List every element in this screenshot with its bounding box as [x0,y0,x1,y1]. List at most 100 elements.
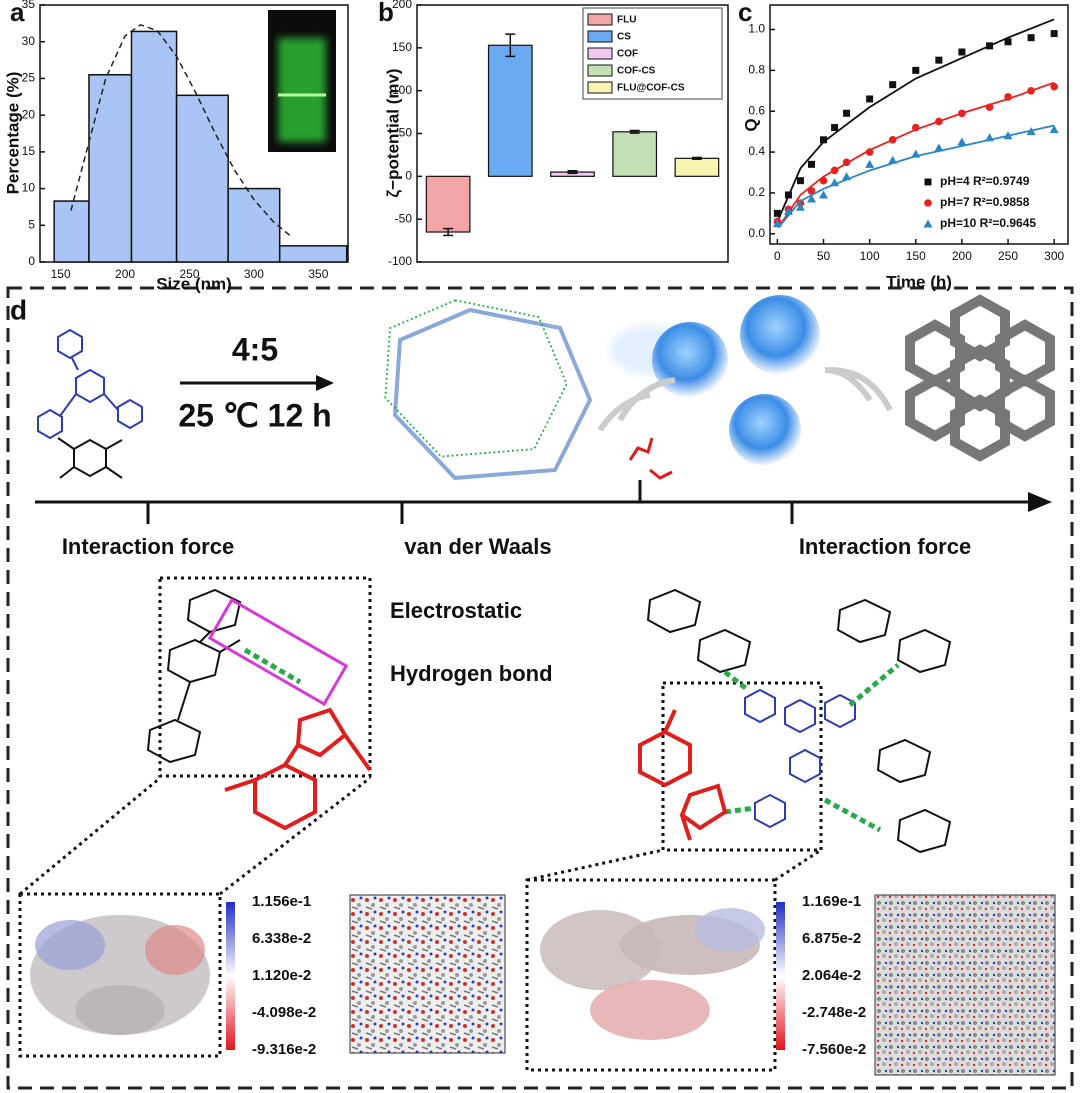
x-tick-label: 100 [860,249,880,263]
monomer-amine [37,328,143,440]
point [865,148,874,156]
bar [227,187,281,263]
flu-molecule [638,709,728,841]
bar [130,30,178,263]
y-tick-label: 1.0 [748,22,765,36]
bar [53,200,90,263]
y-tick-label: 30 [22,34,36,48]
bar [487,44,533,177]
point [820,136,828,144]
point [957,137,967,146]
point [1003,131,1013,140]
chitosan [646,588,952,854]
y-tick-label: 150 [392,40,412,54]
hbond [243,647,302,685]
y-tick-label: 20 [22,107,36,121]
point [842,172,852,181]
colorbar-label: -4.098e-2 [252,1004,316,1021]
point [1050,30,1058,38]
point [935,56,943,64]
point [934,143,944,152]
md-box [349,894,506,1054]
fit-curve [70,23,294,239]
y-tick-label: 0 [405,169,412,183]
legend-label: COF-CS [617,66,656,77]
point [865,159,875,168]
point [911,149,921,158]
cof-honeycomb [905,294,1055,462]
point [772,219,782,228]
force-label: Electrostatic [390,598,522,623]
y-axis-label: Percentage (%) [3,72,22,195]
point [985,133,995,142]
legend-swatch [587,81,613,94]
y-tick-label: 0.6 [748,103,765,117]
zoom-lines [19,776,371,896]
point [1050,82,1058,91]
point [773,209,781,217]
esp-box [18,892,222,1058]
point [808,160,816,168]
zoom-lines [526,848,822,882]
colorbar-label: -7.560e-2 [802,1041,866,1058]
bar [278,245,348,263]
panel-label: c [738,0,752,27]
point [784,191,792,199]
x-tick-label: 200 [952,249,972,263]
legend-label: COF [617,49,638,60]
timeline-head [1028,492,1052,512]
x-tick-label: 150 [906,249,926,263]
colorbar-label: 6.875e-2 [802,930,861,947]
y-tick-label: 15 [22,144,36,158]
point [958,48,966,56]
esp-surface [30,915,210,1035]
legend-label: pH=7 R²=0.9858 [940,195,1030,209]
chitosan [146,588,242,764]
point [1004,93,1012,101]
y-tick-label: 100 [392,83,412,97]
cof-ring [392,307,593,481]
point [889,81,897,89]
y-tick-label: 0.0 [748,226,765,240]
panel-label: a [10,0,25,27]
hbond-box [207,597,349,707]
point [819,190,829,199]
colorbar-label: 1.120e-2 [252,967,311,984]
esp-box [525,878,777,1072]
bar [612,131,658,177]
y-tick-label: 0 [28,254,35,268]
y-tick-label: -100 [388,254,412,268]
point [1004,38,1012,46]
point [935,117,943,126]
legend-swatch [587,47,613,60]
legend-swatch [587,64,613,77]
bar [425,175,471,233]
plot-frame [769,4,1069,245]
panel-frame [6,286,1074,1090]
colorbar-label: -2.748e-2 [802,1004,866,1021]
point [911,123,920,132]
x-axis-label: Size (nm) [156,274,232,293]
timeline-label: van der Waals [404,534,551,559]
point [830,166,839,175]
point [831,124,839,132]
point [830,178,840,187]
bar [88,74,133,263]
y-tick-label: 0.2 [748,185,765,199]
md-box [874,894,1056,1076]
legend-marker [923,219,933,228]
fit-curve [777,18,1055,220]
y-tick-label: 0.4 [748,144,765,158]
legend-marker [924,178,932,186]
x-tick-label: 250 [179,267,199,281]
point [1027,34,1035,42]
colorbar [226,902,235,1050]
point [795,202,805,211]
point [783,206,793,215]
legend-label: FLU [617,15,636,26]
y-tick-label: 200 [392,0,412,11]
monomer-aldehyde [57,437,123,479]
legend-label: pH=4 R²=0.9749 [940,174,1030,188]
point [986,42,994,50]
